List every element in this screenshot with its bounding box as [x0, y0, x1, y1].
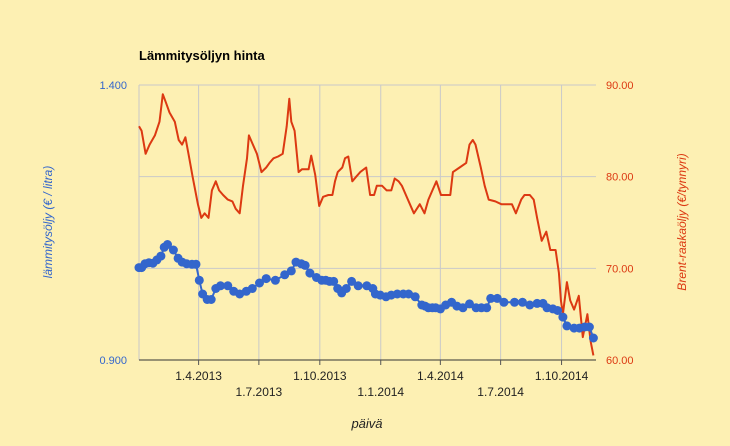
- heating-oil-point: [255, 278, 264, 288]
- heating-oil-point: [465, 299, 474, 309]
- heating-oil-point: [588, 333, 598, 343]
- axes: [139, 359, 596, 365]
- x-tick-label: 1.4.2013: [175, 369, 222, 383]
- brent-line: [138, 93, 595, 356]
- grid: [138, 84, 596, 360]
- heating-oil-point: [458, 303, 468, 313]
- heating-oil-point: [329, 276, 339, 286]
- labels: Lämmitysöljyn hinta päivä lämmitysöljy (…: [41, 48, 689, 431]
- heating-oil-point: [347, 276, 357, 286]
- heating-oil-point: [300, 260, 310, 270]
- heating-oil-point: [216, 281, 225, 291]
- heating-oil-point: [510, 297, 519, 307]
- y-right-tick-label: 90.00: [606, 80, 634, 92]
- heating-oil-point: [553, 306, 563, 315]
- y-axis-title-left: lämmitysöljy (€ / litra): [41, 166, 55, 279]
- heating-oil-point: [305, 268, 315, 278]
- heating-oil-point: [270, 275, 280, 285]
- heating-oil-point: [584, 322, 594, 332]
- heating-oil-point: [410, 292, 420, 302]
- heating-oil-point: [163, 240, 172, 249]
- heating-oil-point: [280, 270, 290, 280]
- x-tick-label: 1.10.2014: [535, 369, 589, 383]
- heating-oil-point: [492, 293, 502, 303]
- heating-oil-point: [525, 300, 535, 310]
- y-right-tick-label: 70.00: [606, 263, 634, 275]
- heating-oil-point: [168, 245, 178, 255]
- heating-oil-point: [286, 266, 296, 276]
- heating-oil-point: [353, 281, 363, 291]
- heating-oil-point: [562, 321, 572, 331]
- heating-oil-point: [156, 251, 166, 261]
- heating-oil-point: [499, 297, 509, 307]
- heating-oil-point: [191, 259, 201, 269]
- heating-oil-point: [261, 274, 271, 284]
- heating-oil-point: [223, 281, 233, 291]
- heating-oil-point: [247, 284, 257, 293]
- heating-oil-series: [134, 240, 598, 343]
- heating-oil-point: [518, 297, 527, 307]
- heating-oil-point: [194, 275, 204, 285]
- chart-title: Lämmitysöljyn hinta: [139, 48, 265, 63]
- heating-oil-point: [486, 293, 496, 303]
- x-axis-title: päivä: [350, 416, 382, 431]
- heating-oil-line: [139, 243, 595, 339]
- heating-oil-point: [206, 295, 216, 304]
- y-right-tick-label: 80.00: [606, 172, 634, 184]
- y-left-tick-label: 1.400: [99, 80, 127, 92]
- heating-oil-point: [482, 303, 492, 313]
- heating-oil-point: [558, 312, 568, 322]
- x-tick-label: 1.4.2014: [417, 369, 464, 383]
- x-tick-label: 1.7.2013: [236, 385, 283, 399]
- y-left-tick-label: 0.900: [99, 355, 127, 367]
- x-tick-label: 1.7.2014: [477, 385, 524, 399]
- x-tick-label: 1.1.2014: [357, 385, 404, 399]
- heating-oil-point: [341, 284, 351, 293]
- y-axis-title-right: Brent-raakaöljy (€/tynnyri): [675, 153, 689, 290]
- brent-series: [138, 93, 595, 356]
- y-right-tick-label: 60.00: [606, 355, 634, 367]
- x-tick-label: 1.10.2013: [293, 369, 347, 383]
